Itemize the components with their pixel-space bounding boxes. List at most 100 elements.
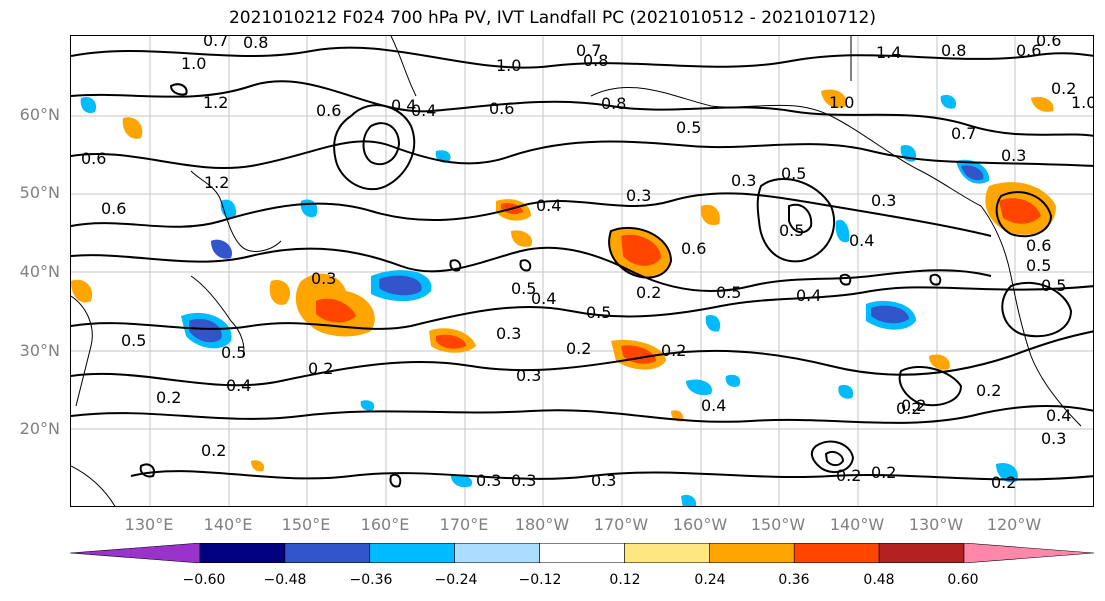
lon-label: 130°E [124,515,174,534]
colorbar-tick-label: −0.48 [263,572,307,588]
contour-label: 0.4 [1046,406,1071,425]
lon-label: 140°E [203,515,253,534]
contour-label: 1.0 [181,54,206,73]
contour-label: 0.3 [511,471,536,490]
contour-label: 0.2 [991,473,1016,492]
contour-label: 0.8 [941,41,966,60]
colorbar-tick-label: 0.36 [778,572,810,588]
lat-label: 50°N [19,183,60,202]
contour-label: 0.3 [311,269,336,288]
lon-label: 130°W [908,515,964,534]
colorbar-segment [199,543,286,563]
colorbar-tick-label: −0.12 [518,572,562,588]
contour-label: 0.8 [243,36,268,52]
contour-label: 0.6 [81,149,106,168]
contour-label: 0.2 [901,396,926,415]
contour-label: 0.4 [226,376,251,395]
contour-label: 0.6 [681,239,706,258]
colorbar-segment [709,543,795,563]
lon-label: 160°W [672,515,728,534]
contour-label: 0.7 [203,36,228,50]
contour-label: 0.2 [871,463,896,482]
contour-label: 0.3 [626,186,651,205]
contour-label: 0.4 [531,289,556,308]
contour-label: 0.5 [1026,256,1051,275]
contour-label: 0.5 [511,279,536,298]
contour-label: 1.0 [496,56,521,75]
colorbar-tick-label: −0.60 [182,572,226,588]
contour-label: 0.6 [1016,41,1041,60]
colorbar-segment [878,543,965,563]
contour-label: 0.3 [476,471,501,490]
colorbar-tick-label: −0.24 [434,572,478,588]
contour-label: 0.6 [101,199,126,218]
lon-label: 120°W [986,515,1042,534]
lat-label: 20°N [19,419,60,438]
contour-label: 0.2 [636,283,661,302]
contour-label: 0.8 [601,94,626,113]
colorbar-segment [624,543,710,563]
contour-label: 0.5 [779,221,804,240]
lon-label: 140°W [829,515,885,534]
contour-label: 0.4 [391,96,416,115]
map-canvas: 0.7 0.8 1.0 1.2 0.6 1.2 0.6 0.6 0.4 0.5 … [71,36,1094,506]
contour-label: 1.2 [204,173,229,192]
contour-label: 0.7 [576,41,601,60]
contour-label: 0.4 [411,101,436,120]
contour-label: 0.6 [316,101,341,120]
colorbar-tick-label: 0.60 [947,572,979,588]
contour-label: 0.2 [661,341,686,360]
lon-label: 170°E [439,515,489,534]
colorbar-segment [539,543,625,563]
contour-label: 0.4 [701,396,726,415]
contour-label: 0.5 [781,164,806,183]
contour-label: 0.2 [896,399,921,418]
contour-label: 0.2 [836,466,861,485]
lon-label: 180°W [514,515,570,534]
contour-label: 0.2 [156,388,181,407]
lon-label: 150°E [281,515,331,534]
shaded-anomalies [71,89,1056,506]
contour-label: 0.6 [1036,36,1061,50]
contour-label: 0.3 [731,171,756,190]
contour-label: 1.2 [203,93,228,112]
colorbar [70,543,1094,563]
contour-label: 0.8 [583,51,608,70]
colorbar-segment [369,543,455,563]
contour-label: 0.4 [849,231,874,250]
contour-label: 1.0 [1071,93,1094,112]
colorbar-tick-label: 0.48 [863,572,895,588]
colorbar-tick-label: 0.24 [694,572,726,588]
contour-label: 1.0 [829,93,854,112]
contour-label: 0.6 [489,99,514,118]
map-title: 2021010212 F024 700 hPa PV, IVT Landfall… [228,8,876,28]
contour-label: 1.4 [876,43,901,62]
contour-label: 0.2 [308,359,333,378]
colorbar-segment [70,543,201,563]
contour-label: 0.2 [201,441,226,460]
lon-label: 160°E [360,515,410,534]
map-panel: 0.7 0.8 1.0 1.2 0.6 1.2 0.6 0.6 0.4 0.5 … [70,35,1094,507]
contour-label: 0.2 [976,381,1001,400]
contour-label: 0.6 [1026,236,1051,255]
contour-label: 0.5 [676,118,701,137]
lon-label: 170°W [593,515,649,534]
contour-label: 0.3 [516,366,541,385]
lat-label: 60°N [19,105,60,124]
contour-label: 0.5 [586,303,611,322]
pv-contours [71,46,1093,488]
contour-label: 0.5 [121,331,146,350]
colorbar-tick-label: −0.36 [349,572,393,588]
contour-label: 0.4 [536,196,561,215]
contour-label: 0.3 [1041,429,1066,448]
contour-label: 0.7 [951,124,976,143]
contour-label: 0.3 [871,191,896,210]
contour-label: 0.3 [591,471,616,490]
contour-label: 0.5 [1041,276,1066,295]
lat-label: 40°N [19,262,60,281]
colorbar-segment [284,543,371,563]
contour-label: 0.4 [796,286,821,305]
lat-label: 30°N [19,341,60,360]
colorbar-segment [793,543,880,563]
colorbar-segment [963,543,1094,563]
